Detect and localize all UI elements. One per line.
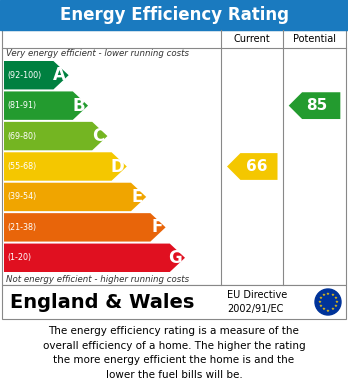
Text: ★: ★ [333,296,337,300]
Text: E: E [132,188,143,206]
Polygon shape [4,91,88,120]
Circle shape [315,289,341,315]
Text: ★: ★ [333,304,337,308]
Polygon shape [4,61,69,90]
Text: (39-54): (39-54) [7,192,36,201]
Text: A: A [53,66,66,84]
Polygon shape [4,244,185,272]
Text: D: D [110,158,124,176]
Polygon shape [4,213,166,242]
Text: ★: ★ [326,292,330,296]
Text: Not energy efficient - higher running costs: Not energy efficient - higher running co… [6,275,189,284]
Text: B: B [72,97,85,115]
Bar [0,0,348,30]
Text: ★: ★ [322,292,326,297]
Bar [2,30,346,285]
Bar [2,285,346,319]
Text: (21-38): (21-38) [7,223,36,232]
Text: EU Directive
2002/91/EC: EU Directive 2002/91/EC [228,291,288,314]
Text: ★: ★ [322,307,326,311]
Polygon shape [4,183,146,211]
Text: Potential: Potential [293,34,336,44]
Text: (69-80): (69-80) [7,131,36,141]
Text: G: G [168,249,182,267]
Text: ★: ★ [326,308,330,312]
Text: ★: ★ [318,300,322,304]
Text: ★: ★ [330,307,334,311]
Polygon shape [289,92,340,119]
Text: 85: 85 [307,98,328,113]
Text: Current: Current [234,34,271,44]
Text: (92-100): (92-100) [7,71,41,80]
Text: 66: 66 [246,159,267,174]
Text: (1-20): (1-20) [7,253,31,262]
Text: ★: ★ [319,296,323,300]
Text: The energy efficiency rating is a measure of the
overall efficiency of a home. T: The energy efficiency rating is a measur… [43,326,305,380]
Text: England & Wales: England & Wales [10,292,195,312]
Polygon shape [227,153,277,180]
Polygon shape [4,122,108,150]
Polygon shape [4,152,127,181]
Text: ★: ★ [334,300,339,304]
Text: F: F [151,218,163,236]
Text: ★: ★ [319,304,323,308]
Text: Very energy efficient - lower running costs: Very energy efficient - lower running co… [6,49,189,58]
Text: (55-68): (55-68) [7,162,36,171]
Text: C: C [92,127,104,145]
Text: Energy Efficiency Rating: Energy Efficiency Rating [60,6,288,24]
Text: ★: ★ [330,292,334,297]
Text: (81-91): (81-91) [7,101,36,110]
